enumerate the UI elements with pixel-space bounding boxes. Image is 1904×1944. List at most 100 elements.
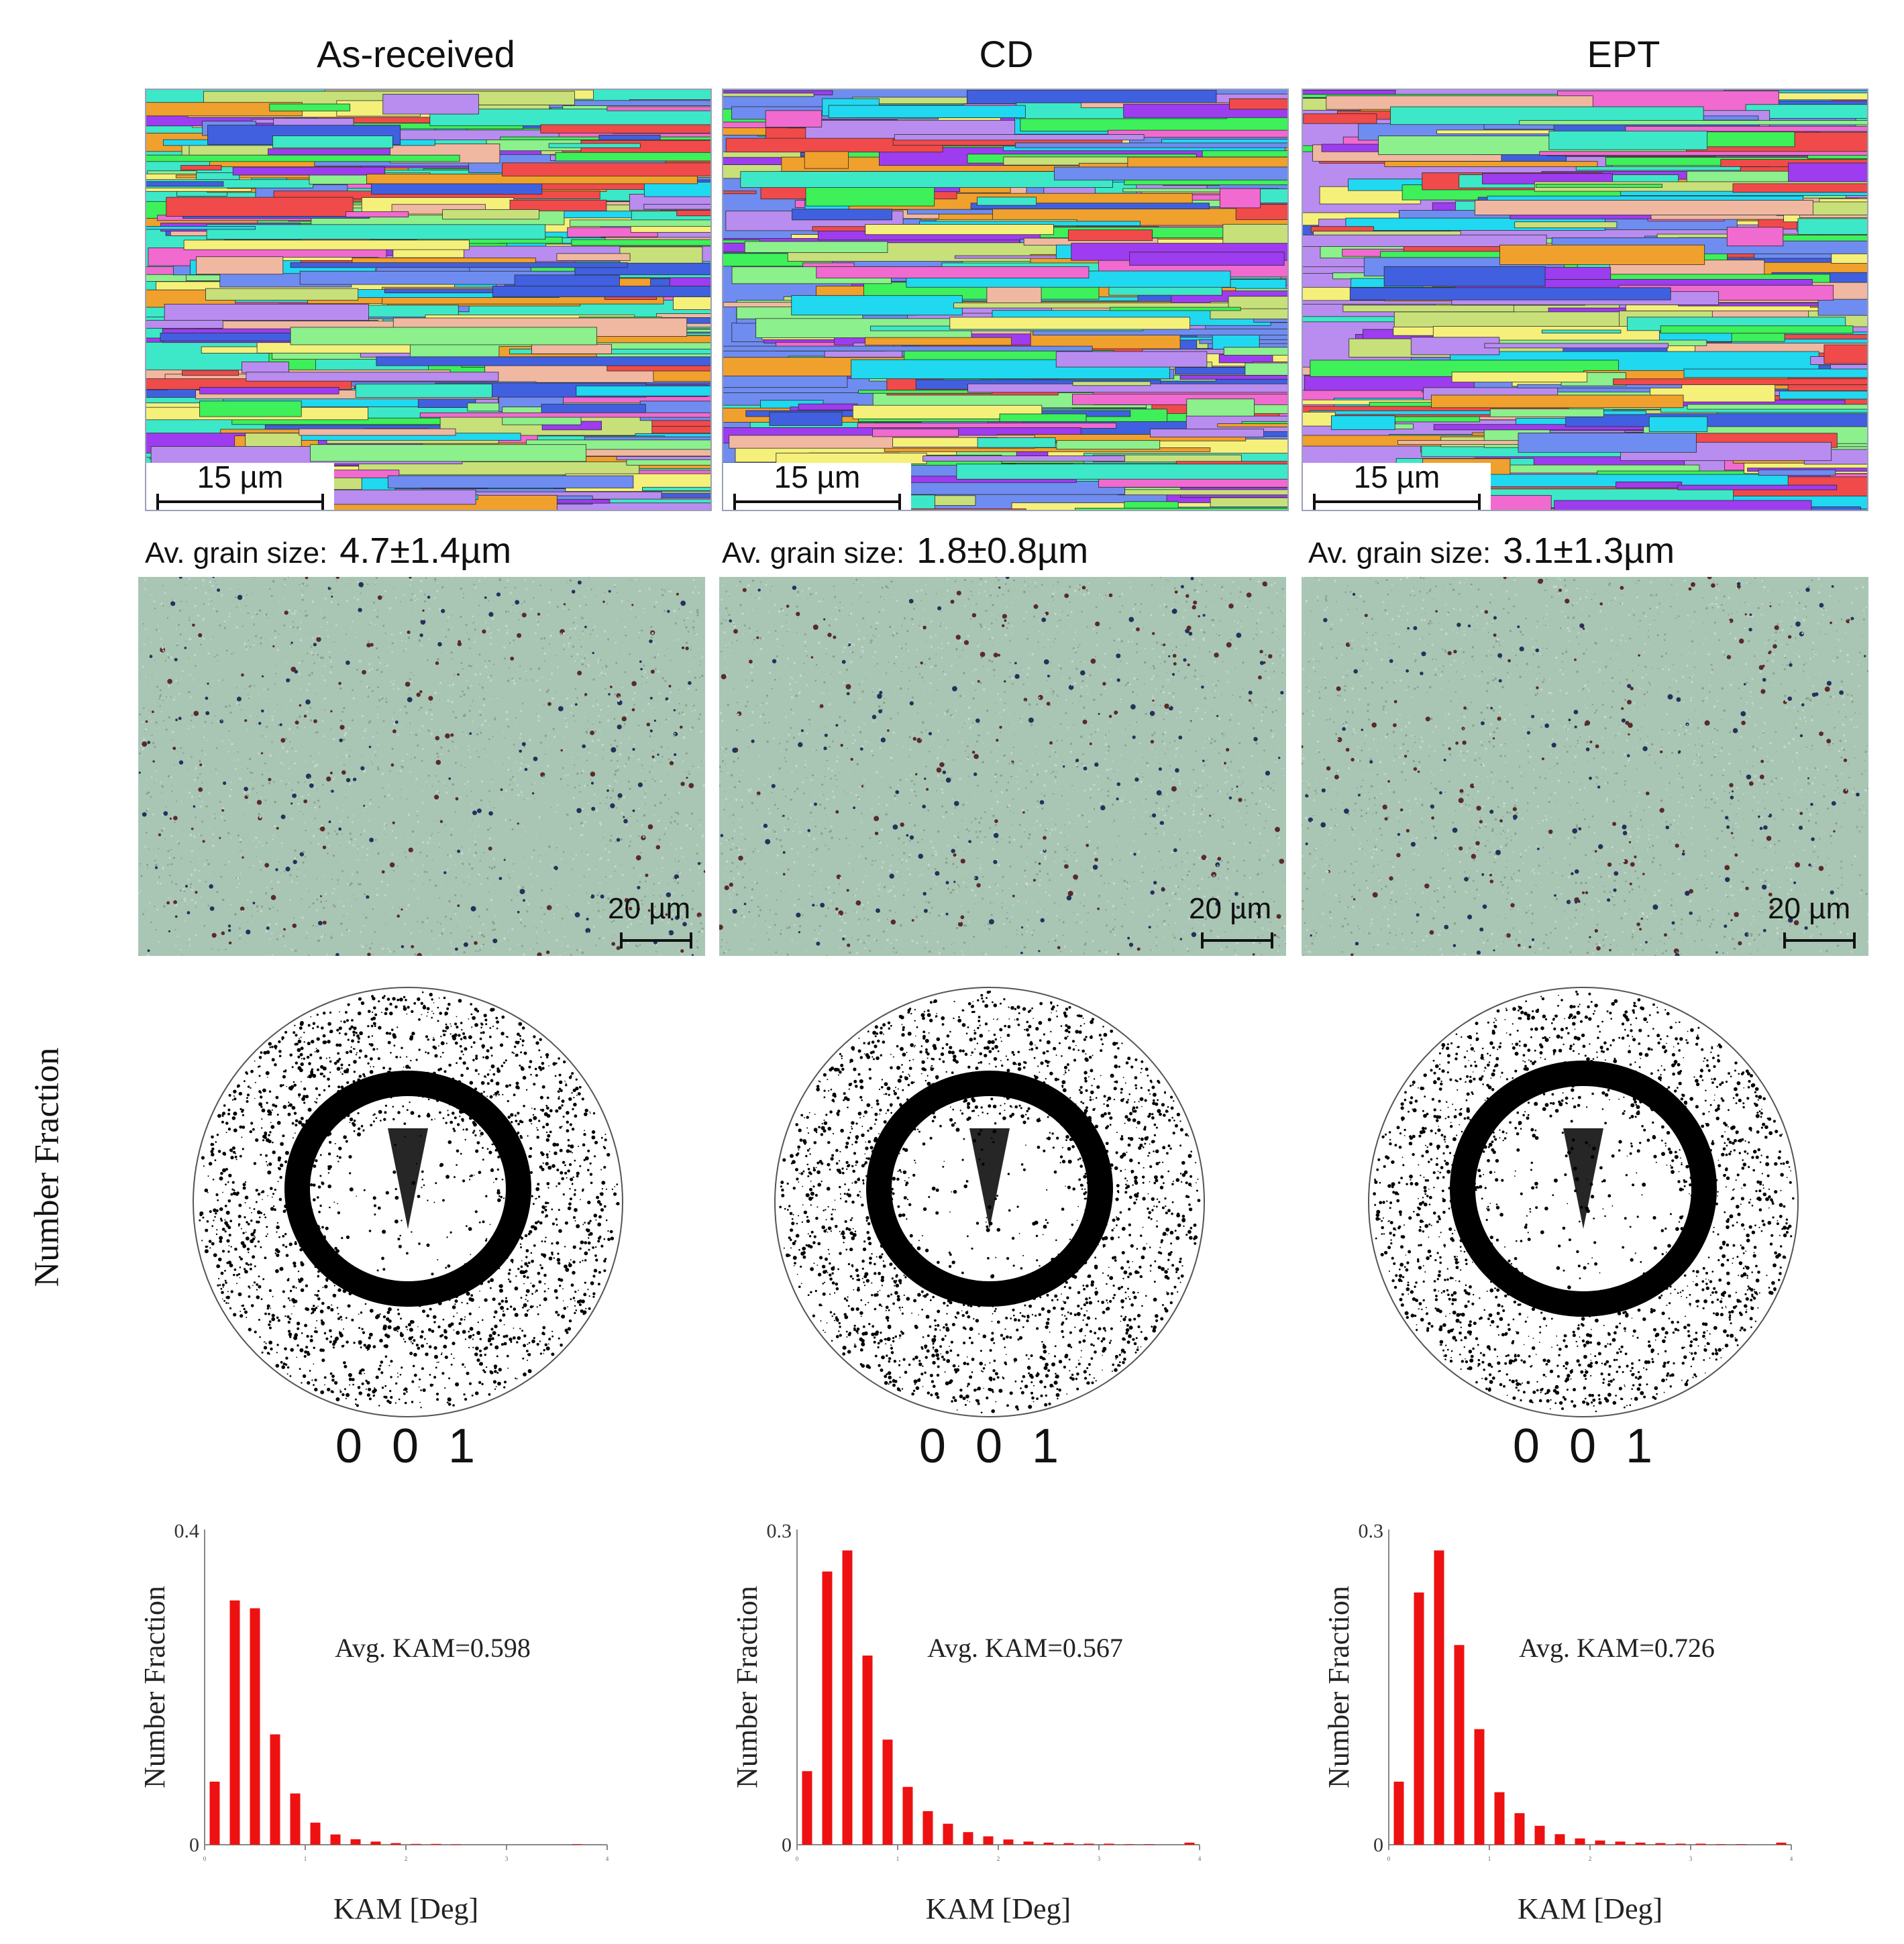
- optical-particle: [435, 661, 439, 665]
- optical-particle: [1010, 775, 1012, 778]
- optical-particle: [539, 855, 541, 857]
- optical-particle: [411, 680, 413, 683]
- optical-particle: [1030, 931, 1033, 934]
- optical-particle: [1118, 835, 1120, 837]
- optical-particle: [490, 680, 492, 682]
- optical-particle: [503, 646, 506, 649]
- optical-particle: [1282, 648, 1285, 651]
- optical-particle: [690, 728, 692, 731]
- optical-particle: [469, 647, 471, 649]
- optical-particle: [1252, 608, 1254, 610]
- optical-particle: [928, 657, 931, 660]
- optical-particle: [392, 722, 396, 725]
- optical-particle: [306, 932, 309, 934]
- optical-particle: [1083, 661, 1086, 663]
- optical-particle: [437, 642, 442, 647]
- optical-particle: [1015, 883, 1018, 885]
- optical-particle: [213, 636, 214, 638]
- optical-particle: [327, 852, 329, 855]
- optical-particle: [509, 877, 511, 879]
- optical-particle: [161, 697, 163, 699]
- optical-particle: [674, 820, 676, 823]
- optical-particle: [1033, 604, 1039, 609]
- ebsd-grain: [1770, 235, 1867, 241]
- optical-particle: [212, 577, 215, 578]
- optical-particle: [288, 647, 290, 649]
- optical-particle: [1006, 912, 1008, 914]
- optical-particle: [953, 881, 956, 883]
- optical-particle: [151, 710, 154, 713]
- optical-particle: [660, 826, 662, 828]
- optical-particle: [835, 810, 839, 814]
- optical-particle: [762, 637, 764, 639]
- optical-particle: [598, 675, 600, 676]
- optical-particle: [447, 869, 449, 871]
- optical-particle: [846, 889, 849, 892]
- optical-particle: [209, 598, 211, 600]
- optical-particle: [312, 761, 315, 763]
- optical-particle: [162, 827, 165, 830]
- optical-particle: [696, 608, 699, 612]
- optical-particle: [587, 664, 590, 667]
- optical-particle: [497, 629, 500, 631]
- optical-particle: [874, 696, 876, 698]
- optical-particle: [214, 817, 216, 819]
- optical-particle: [561, 917, 564, 920]
- optical-particle: [584, 785, 586, 788]
- optical-particle: [825, 765, 827, 767]
- optical-particle: [372, 908, 374, 910]
- optical-particle: [422, 618, 424, 620]
- optical-particle: [975, 830, 977, 833]
- optical-particle: [183, 890, 186, 892]
- optical-particle: [976, 668, 978, 670]
- optical-particle: [756, 882, 758, 884]
- optical-particle: [565, 862, 566, 863]
- optical-particle: [394, 836, 397, 839]
- optical-particle: [551, 673, 553, 675]
- optical-particle: [455, 864, 456, 866]
- optical-particle: [376, 716, 379, 718]
- optical-particle: [1056, 739, 1058, 742]
- optical-particle: [519, 769, 521, 771]
- panel-title-ept: EPT: [1587, 33, 1660, 75]
- optical-particle: [560, 858, 562, 860]
- optical-particle: [416, 814, 418, 816]
- optical-particle: [349, 832, 352, 834]
- optical-particle: [201, 781, 203, 784]
- optical-particle: [1026, 769, 1028, 772]
- optical-particle: [911, 919, 914, 922]
- ebsd-grain: [1518, 433, 1697, 453]
- optical-particle: [409, 880, 411, 881]
- optical-particle: [770, 586, 772, 587]
- optical-particle: [350, 834, 352, 836]
- optical-particle: [997, 653, 1001, 657]
- optical-particle: [1060, 891, 1062, 892]
- optical-particle: [275, 923, 278, 926]
- optical-particle: [937, 606, 942, 610]
- optical-particle: [1261, 913, 1263, 916]
- optical-particle: [1261, 780, 1263, 782]
- ebsd-grain: [245, 433, 302, 448]
- optical-particle: [341, 870, 344, 873]
- optical-particle: [176, 935, 178, 937]
- optical-particle: [615, 662, 617, 665]
- optical-particle: [920, 627, 923, 629]
- optical-particle: [209, 581, 211, 584]
- optical-particle: [1145, 811, 1147, 813]
- optical-particle: [513, 639, 515, 641]
- optical-particle: [616, 618, 617, 620]
- ebsd-grain: [1732, 183, 1867, 193]
- optical-particle: [1039, 800, 1045, 805]
- optical-particle: [998, 579, 1000, 582]
- ebsd-grain: [531, 343, 612, 354]
- optical-particle: [164, 592, 166, 594]
- optical-particle: [195, 891, 198, 894]
- optical-particle: [550, 589, 553, 591]
- optical-particle: [567, 774, 570, 777]
- optical-particle: [234, 759, 235, 761]
- optical-particle: [601, 667, 603, 669]
- optical-particle: [826, 759, 828, 762]
- optical-particle: [563, 935, 565, 937]
- optical-particle: [546, 765, 549, 767]
- optical-particle: [325, 629, 327, 631]
